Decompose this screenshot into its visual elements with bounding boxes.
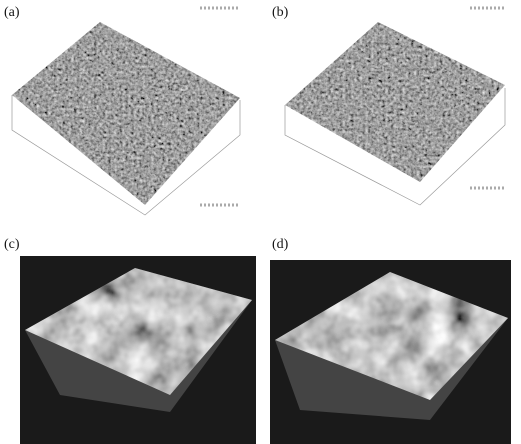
panel-a: (a) xyxy=(4,5,240,215)
panel-d: (d) xyxy=(270,237,511,444)
panel-label: (a) xyxy=(4,5,20,20)
panel-label: (b) xyxy=(272,5,289,20)
page: (a) (b) (c) (d) (() => { const data = JS… xyxy=(0,0,521,444)
panel-c: (c) xyxy=(4,237,256,444)
figure: (a) (b) (c) (d) xyxy=(0,0,521,444)
surface xyxy=(285,22,505,182)
panel-b: (b) xyxy=(272,5,505,205)
panel-label: (d) xyxy=(272,237,289,252)
surface xyxy=(12,22,240,205)
panel-label: (c) xyxy=(4,237,20,252)
